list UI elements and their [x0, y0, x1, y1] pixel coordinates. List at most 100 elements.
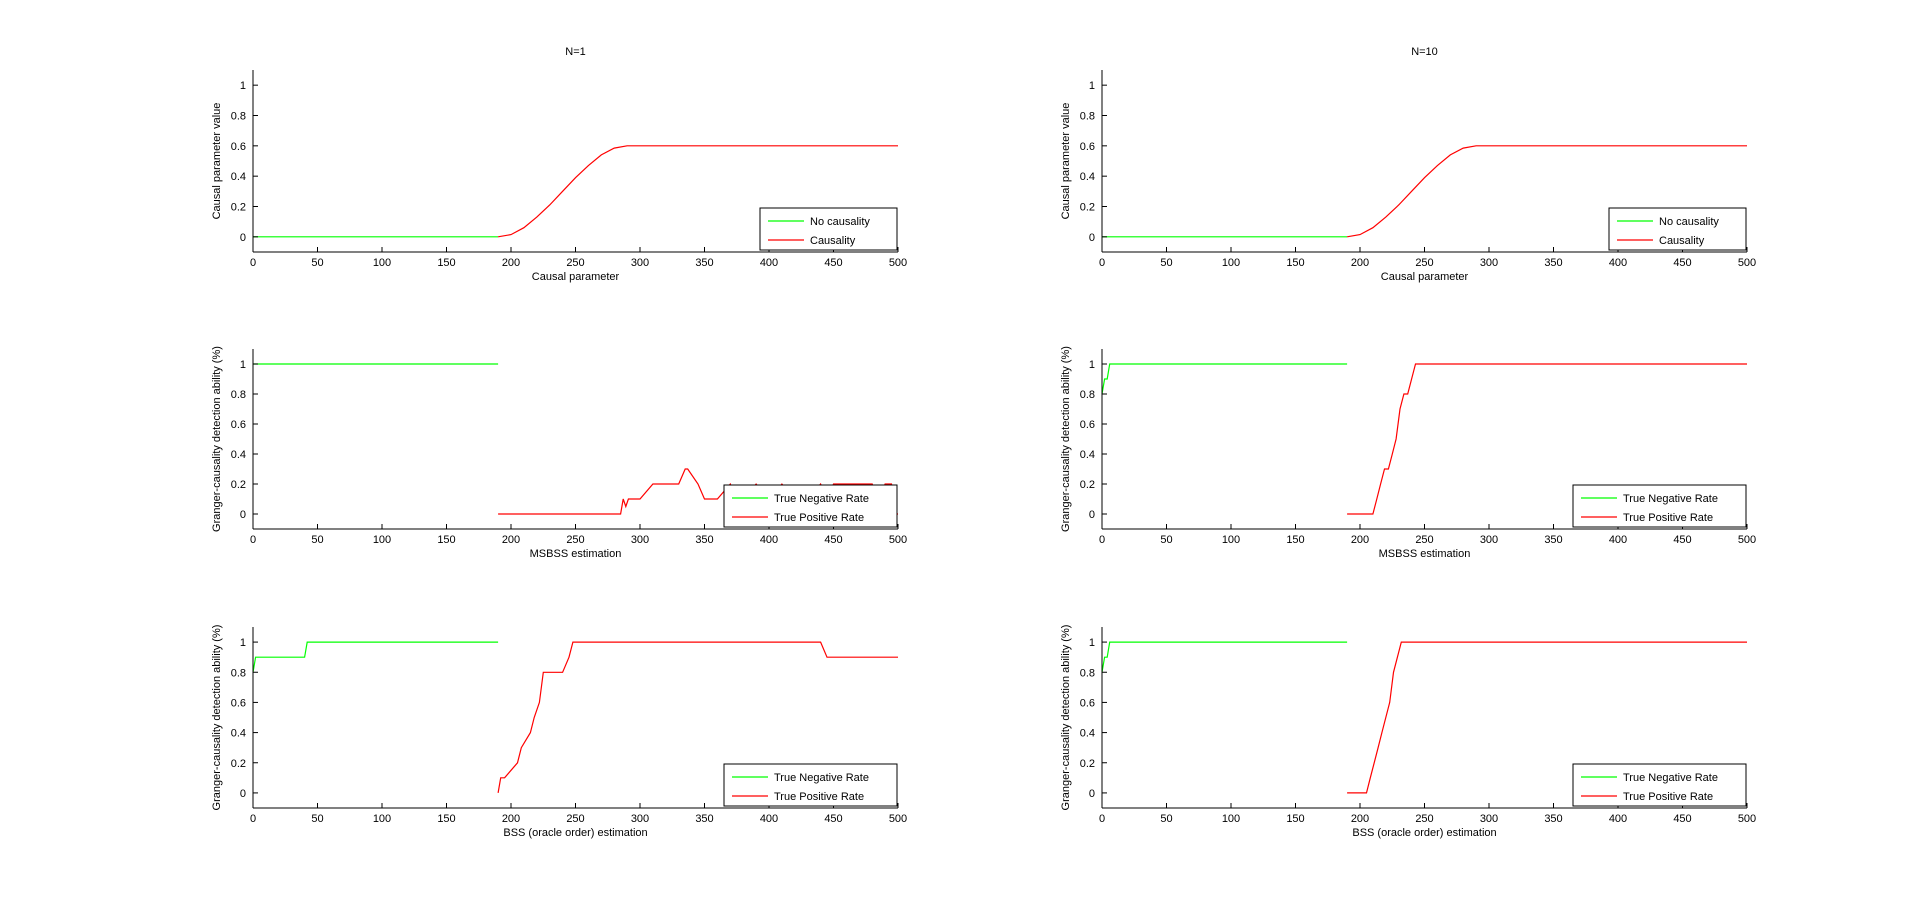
- legend-entry-label: True Negative Rate: [774, 772, 869, 784]
- y-tick-label: 0: [1089, 788, 1095, 800]
- x-tick-label: 150: [1286, 257, 1304, 269]
- y-axis-label: Granger-causality detection ability (%): [1060, 346, 1072, 532]
- x-tick-label: 500: [889, 257, 907, 269]
- x-tick-label: 0: [1099, 813, 1105, 825]
- series-line-true-negative-rate: [252, 641, 499, 673]
- series-line-causality: [1346, 145, 1747, 238]
- x-tick-label: 450: [824, 257, 842, 269]
- x-tick-label: 100: [373, 534, 391, 546]
- x-tick-label: 450: [824, 534, 842, 546]
- x-tick-label: 100: [1222, 813, 1240, 825]
- legend: True Negative Rate True Positive Rate: [723, 763, 898, 807]
- legend-box: [1608, 207, 1747, 251]
- chart-panel-1: 0 50 100 150 200 250 300 350 400 450 500 0 0.2 0.4 0.6…: [211, 46, 907, 283]
- y-tick-label: 1: [240, 359, 246, 371]
- y-tick-label: 0: [240, 232, 246, 244]
- y-tick-label: 0.2: [1080, 758, 1095, 770]
- x-tick-label: 0: [250, 534, 256, 546]
- y-tick-label: 0.6: [231, 419, 246, 431]
- x-tick-label: 150: [437, 534, 455, 546]
- y-tick-label: 0.2: [1080, 479, 1095, 491]
- y-tick-label: 1: [240, 80, 246, 92]
- x-tick-label: 300: [1480, 257, 1498, 269]
- x-tick-label: 400: [1609, 534, 1627, 546]
- x-axis-label: BSS (oracle order) estimation: [1352, 827, 1496, 839]
- x-tick-label: 250: [566, 534, 584, 546]
- x-tick-label: 200: [502, 813, 520, 825]
- x-tick-label: 400: [760, 534, 778, 546]
- x-tick-label: 350: [695, 813, 713, 825]
- x-tick-label: 500: [889, 534, 907, 546]
- legend: No causality Causality: [1608, 207, 1747, 251]
- legend-box: [1572, 763, 1747, 807]
- x-tick-label: 50: [1160, 534, 1172, 546]
- x-tick-label: 250: [1415, 534, 1433, 546]
- x-tick-label: 200: [1351, 257, 1369, 269]
- x-axis-label: MSBSS estimation: [530, 548, 622, 560]
- x-tick-label: 400: [760, 257, 778, 269]
- x-axis-label: Causal parameter: [1381, 271, 1469, 283]
- y-tick-label: 0.8: [231, 667, 246, 679]
- x-tick-label: 200: [502, 257, 520, 269]
- legend-box: [723, 484, 898, 528]
- legend-entry-label: True Positive Rate: [1623, 791, 1713, 803]
- y-tick-label: 0.2: [231, 758, 246, 770]
- legend-entry-label: No causality: [810, 216, 870, 228]
- legend-box: [723, 763, 898, 807]
- x-tick-label: 250: [566, 257, 584, 269]
- legend-entry-label: True Negative Rate: [1623, 772, 1718, 784]
- x-tick-label: 150: [1286, 534, 1304, 546]
- y-tick-label: 0.8: [231, 111, 246, 123]
- y-tick-label: 0.6: [231, 697, 246, 709]
- x-tick-label: 450: [1673, 257, 1691, 269]
- chart-title: N=10: [1411, 46, 1438, 58]
- x-tick-label: 150: [437, 813, 455, 825]
- x-tick-label: 300: [631, 813, 649, 825]
- y-tick-label: 0.4: [231, 171, 246, 183]
- legend: No causality Causality: [759, 207, 898, 251]
- legend-entry-label: No causality: [1659, 216, 1719, 228]
- x-tick-label: 500: [889, 813, 907, 825]
- x-axis-label: BSS (oracle order) estimation: [503, 827, 647, 839]
- y-tick-label: 0.4: [231, 449, 246, 461]
- chart-panel-6: 0 50 100 150 200 250 300 350 400 450 500 0 0.2 0.4 0.6…: [1060, 625, 1756, 839]
- legend: True Negative Rate True Positive Rate: [723, 484, 898, 528]
- x-tick-label: 200: [1351, 813, 1369, 825]
- x-axis-label: Causal parameter: [532, 271, 620, 283]
- x-tick-label: 100: [373, 813, 391, 825]
- legend-entry-label: True Positive Rate: [774, 512, 864, 524]
- y-tick-label: 1: [1089, 80, 1095, 92]
- y-tick-label: 0: [240, 509, 246, 521]
- x-tick-label: 450: [1673, 813, 1691, 825]
- x-tick-label: 100: [1222, 257, 1240, 269]
- y-tick-label: 0: [1089, 509, 1095, 521]
- y-tick-label: 0.6: [1080, 697, 1095, 709]
- x-tick-label: 0: [250, 813, 256, 825]
- x-tick-label: 350: [1544, 257, 1562, 269]
- x-tick-label: 250: [566, 813, 584, 825]
- series-line-true-positive-rate: [1347, 363, 1747, 515]
- y-tick-label: 0: [240, 788, 246, 800]
- x-tick-label: 400: [1609, 813, 1627, 825]
- y-tick-label: 0.4: [1080, 728, 1095, 740]
- x-tick-label: 50: [311, 813, 323, 825]
- y-tick-label: 0.6: [1080, 141, 1095, 153]
- x-tick-label: 350: [695, 257, 713, 269]
- x-tick-label: 500: [1738, 257, 1756, 269]
- legend-entry-label: Causality: [1659, 235, 1705, 247]
- x-tick-label: 300: [1480, 813, 1498, 825]
- y-tick-label: 0.4: [231, 728, 246, 740]
- y-tick-label: 0.8: [1080, 111, 1095, 123]
- x-tick-label: 300: [631, 257, 649, 269]
- series-line-true-negative-rate: [1101, 363, 1348, 395]
- x-tick-label: 500: [1738, 813, 1756, 825]
- y-tick-label: 0.8: [231, 389, 246, 401]
- x-tick-label: 500: [1738, 534, 1756, 546]
- legend-entry-label: True Positive Rate: [774, 791, 864, 803]
- x-tick-label: 0: [1099, 534, 1105, 546]
- legend-entry-label: True Negative Rate: [774, 493, 869, 505]
- x-tick-label: 100: [373, 257, 391, 269]
- x-tick-label: 50: [1160, 813, 1172, 825]
- x-tick-label: 250: [1415, 813, 1433, 825]
- chart-panel-2: 0 50 100 150 200 250 300 350 400 450 500 0 0.2 0.4 0.6…: [1060, 46, 1756, 283]
